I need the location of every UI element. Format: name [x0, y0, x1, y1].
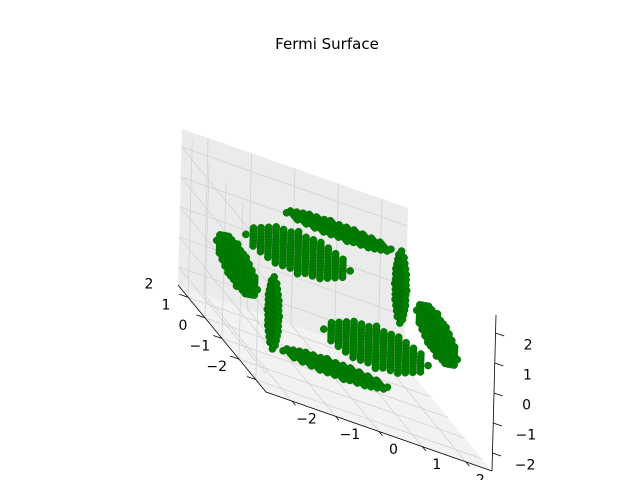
- data-point: [383, 247, 391, 255]
- x-tick-label: 2: [476, 472, 485, 480]
- data-point: [372, 322, 381, 331]
- grid-line: [334, 339, 423, 447]
- z-tick-label: 1: [523, 367, 532, 383]
- y-tick-label: 1: [162, 297, 171, 313]
- x-tick: [422, 446, 427, 452]
- data-point: [294, 227, 303, 236]
- y-tick-label: −1: [189, 338, 210, 354]
- data-point: [365, 322, 373, 331]
- data-point: [350, 317, 358, 326]
- grid-line: [204, 161, 210, 318]
- x-tick-label: 0: [389, 442, 398, 458]
- y-tick: [230, 355, 240, 360]
- x-tick: [335, 416, 340, 421]
- data-point: [253, 285, 262, 294]
- y-tick-label: 2: [145, 277, 154, 293]
- data-point: [233, 240, 242, 248]
- z-tick: [494, 362, 504, 367]
- data-point: [450, 343, 459, 351]
- z-tick-label: 2: [524, 337, 533, 353]
- data-point: [357, 320, 366, 328]
- y-tick-label: −2: [206, 359, 227, 375]
- data-point: [409, 344, 418, 353]
- data-point: [433, 310, 442, 318]
- z-tick-label: −2: [515, 457, 536, 473]
- x-tick: [291, 400, 296, 406]
- data-point: [453, 355, 462, 364]
- data-point: [397, 247, 406, 255]
- data-point: [394, 333, 403, 341]
- tick-marks: [179, 293, 505, 467]
- data-point: [302, 233, 310, 242]
- data-point: [339, 255, 347, 264]
- data-point: [272, 279, 281, 288]
- data-point: [248, 266, 256, 275]
- data-point: [447, 336, 456, 345]
- y-tick-label: 0: [178, 318, 187, 334]
- data-point: [242, 230, 250, 239]
- data-point: [342, 318, 351, 326]
- data-point: [379, 328, 388, 336]
- chart-title: Fermi Surface: [275, 35, 379, 53]
- x-tick-label: 1: [432, 457, 441, 473]
- y-tick: [247, 376, 256, 381]
- tick-labels: −2−2−2−1−1−1000111222: [145, 277, 537, 480]
- y-tick: [179, 293, 189, 298]
- grid-line: [187, 141, 193, 298]
- data-point: [331, 249, 340, 258]
- data-point: [335, 318, 343, 327]
- data-point: [242, 253, 250, 262]
- data-point: [379, 385, 388, 393]
- data-point: [417, 350, 425, 358]
- data-point: [400, 253, 408, 262]
- x-tick-label: −1: [340, 427, 361, 443]
- z-tick: [493, 422, 503, 427]
- data-point: [279, 225, 288, 234]
- data-point: [250, 273, 259, 282]
- data-point: [442, 323, 450, 332]
- data-point: [424, 361, 432, 370]
- grid-line: [181, 146, 408, 227]
- data-point: [346, 267, 355, 275]
- data-point: [287, 228, 295, 236]
- data-point: [445, 330, 453, 338]
- data-point: [249, 224, 258, 232]
- x-tick: [378, 431, 383, 436]
- z-tick: [493, 392, 503, 397]
- data-point: [317, 238, 325, 247]
- x-tick: [465, 461, 470, 467]
- x-tick-label: −2: [296, 412, 317, 428]
- z-tick: [495, 332, 505, 337]
- y-tick: [196, 314, 206, 319]
- data-point: [245, 260, 253, 269]
- data-point: [264, 223, 273, 232]
- data-point: [270, 273, 279, 281]
- data-point: [387, 330, 396, 339]
- axes-panes: [178, 129, 492, 471]
- data-point: [402, 338, 410, 347]
- z-tick-label: 0: [522, 397, 531, 413]
- data-point: [319, 325, 328, 333]
- data-point: [257, 223, 265, 232]
- grid-line: [180, 176, 270, 285]
- y-tick: [213, 335, 223, 339]
- data-point: [272, 223, 281, 231]
- data-point: [324, 244, 333, 252]
- data-point: [309, 236, 318, 244]
- z-tick: [492, 452, 502, 457]
- data-points: [212, 207, 462, 393]
- data-point: [327, 318, 336, 327]
- z-tick-label: −1: [515, 427, 536, 443]
